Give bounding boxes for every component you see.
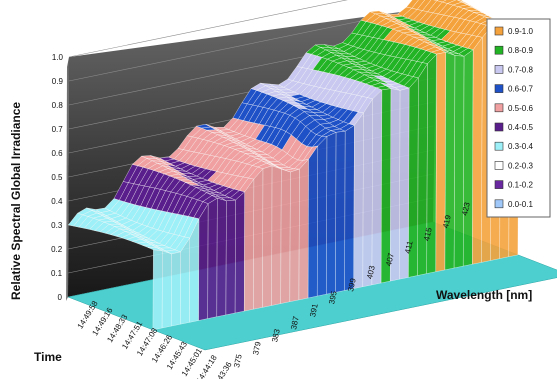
legend-swatch — [494, 122, 504, 132]
surface-skirt — [444, 52, 456, 271]
surface-skirt — [463, 49, 474, 267]
irradiance-surface — [67, 0, 520, 331]
legend: 0.9-1.0 0.8-0.9 0.7-0.8 0.6-0.7 0.5-0.6 0.4-0… — [486, 18, 551, 218]
surface-skirt — [207, 197, 218, 319]
legend-label: 0.8-0.9 — [508, 46, 533, 55]
legend-swatch — [494, 65, 504, 74]
surface-skirt — [362, 98, 373, 287]
z-tick-label: 0.5 — [51, 173, 63, 182]
surface-cell — [441, 0, 457, 4]
z-tick-label: 0.1 — [51, 269, 63, 278]
surface-skirt — [417, 63, 428, 276]
wavelength-tick-label: 419 — [441, 214, 453, 229]
surface-skirt — [280, 168, 291, 304]
legend-swatch — [494, 45, 504, 55]
legend-label: 0.6-0.7 — [508, 85, 533, 94]
surface-skirt — [353, 112, 364, 289]
surface-skirt — [271, 165, 282, 306]
surface-skirt — [289, 168, 300, 302]
legend-label: 0.7-0.8 — [508, 65, 533, 74]
surface-skirt — [298, 158, 309, 301]
wavelength-tick-label: 407 — [384, 252, 396, 267]
surface-skirt — [171, 251, 181, 327]
legend-swatch — [494, 199, 504, 209]
surface-skirt — [371, 89, 383, 286]
surface-skirt — [198, 203, 209, 321]
z-tick-label: 0 — [58, 293, 63, 302]
legend-label: 0.9-1.0 — [508, 27, 533, 36]
legend-swatch — [494, 26, 504, 36]
surface-cell — [416, 0, 432, 11]
legend-swatch — [494, 103, 504, 113]
legend-label: 0.4-0.5 — [508, 123, 533, 132]
wall-gridline — [68, 0, 348, 58]
surface-skirt — [253, 168, 264, 310]
wavelength-tick-label: 383 — [270, 328, 282, 343]
surface-skirt — [152, 249, 163, 331]
surface-skirt — [244, 178, 255, 312]
legend-label: 0.3-0.4 — [508, 142, 533, 151]
z-axis-title: Relative Spectral Global Irradiance — [9, 102, 23, 300]
legend-label: 0.5-0.6 — [508, 104, 533, 113]
wavelength-tick-label: 375 — [232, 353, 244, 368]
surface-cell — [436, 0, 447, 3]
surface-cell — [411, 0, 425, 10]
wavelength-tick-label: 391 — [308, 302, 320, 317]
surface-cell — [406, 0, 419, 9]
surface-skirt — [317, 135, 328, 297]
wavelength-tick-label: 415 — [422, 226, 434, 241]
surface-skirt — [307, 145, 318, 299]
y-axis-title: Time — [34, 350, 62, 364]
z-axis-ticks: 0 0.1 0.2 0.3 0.4 0.5 0.6 0.7 0.8 0.9 1.0 — [51, 53, 64, 302]
surface-skirt — [326, 132, 337, 295]
surface-skirt — [335, 131, 346, 293]
surface-skirt — [216, 197, 227, 317]
wavelength-tick-label: 403 — [365, 264, 377, 279]
legend-swatch — [494, 161, 504, 170]
z-tick-label: 0.4 — [51, 197, 63, 206]
side-wall — [66, 57, 69, 301]
z-tick-label: 0.7 — [52, 125, 64, 134]
surface-skirt — [262, 165, 273, 308]
wavelength-axis-ticks: 375 379 383 387 391 395 399 403 407 411 415 419 423 — [232, 201, 472, 368]
wavelength-tick-label: 387 — [289, 315, 301, 330]
legend-swatch — [494, 141, 504, 151]
legend-label: 0.0-0.1 — [508, 200, 533, 209]
z-tick-label: 0.2 — [51, 245, 63, 254]
surface-skirt — [161, 250, 172, 329]
legend-swatch — [494, 180, 504, 189]
z-tick-label: 0.8 — [52, 101, 64, 110]
surface-skirt — [435, 52, 446, 272]
z-tick-label: 1.0 — [52, 53, 64, 62]
legend-label: 0.2-0.3 — [508, 161, 533, 170]
wavelength-tick-label: 399 — [346, 277, 358, 292]
z-tick-label: 0.3 — [51, 221, 63, 230]
x-axis-title: Wavelength [nm] — [436, 288, 532, 302]
surface-skirt — [180, 237, 190, 325]
wavelength-tick-label: 395 — [327, 290, 339, 305]
wavelength-tick-label: 411 — [403, 240, 415, 255]
surface-skirt — [472, 36, 483, 265]
surface-skirt — [344, 124, 355, 291]
legend-label: 0.1-0.2 — [508, 181, 533, 190]
surface-skirt — [225, 199, 236, 316]
wavelength-tick-label: 379 — [251, 340, 263, 355]
wavelength-tick-label: 423 — [460, 201, 472, 216]
z-tick-label: 0.9 — [52, 77, 64, 86]
z-tick-label: 0.6 — [51, 149, 63, 158]
surface-skirt — [453, 55, 465, 269]
surface-skirt — [390, 88, 401, 282]
surface-skirt — [234, 191, 245, 314]
legend-swatch — [494, 84, 504, 93]
